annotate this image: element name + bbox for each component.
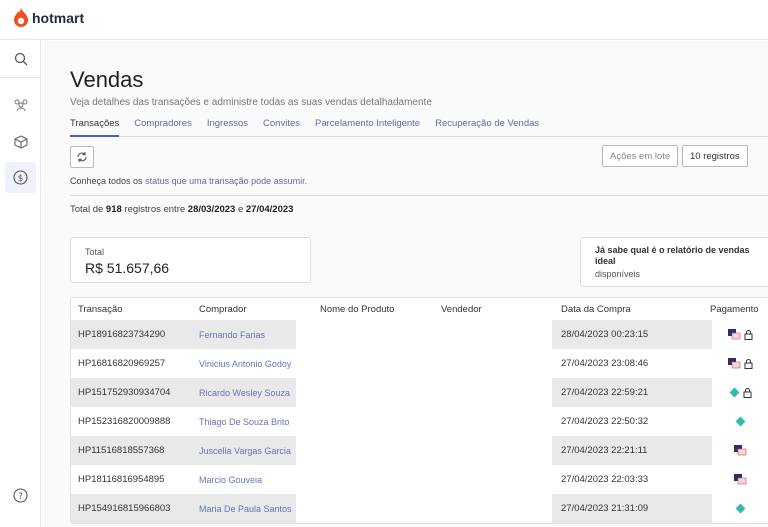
page-subtitle: Veja detalhes das transações e administr…	[70, 97, 432, 108]
purchase-date: 27/04/2023 22:50:32	[561, 416, 649, 427]
payment-method	[712, 407, 768, 436]
flame-icon	[14, 8, 28, 27]
credit-card-icon	[733, 445, 746, 456]
purchase-date: 27/04/2023 22:03:33	[561, 474, 649, 485]
refresh-button[interactable]	[70, 146, 94, 168]
top-bar: hotmart	[0, 0, 768, 40]
payment-method	[712, 320, 768, 349]
total-label: Total	[85, 247, 105, 257]
transaction-id[interactable]: HP18116816954895	[78, 474, 165, 485]
search-icon	[14, 52, 27, 65]
refresh-icon	[77, 152, 87, 162]
payment-method	[712, 465, 768, 494]
bulk-actions-button[interactable]: Ações em lote	[602, 145, 679, 167]
per-page-select[interactable]: 10 registros	[682, 145, 748, 167]
buyer-name[interactable]: Ricardo Wesley Souza	[192, 378, 296, 407]
status-link[interactable]: status que uma transação pode assumir.	[145, 176, 308, 186]
brand-name: hotmart	[32, 10, 85, 26]
payment-method	[712, 436, 768, 465]
table-row[interactable]: HP16816820969257 Vinicius Antonio Godoy …	[71, 349, 768, 378]
buyer-name[interactable]: Thiago De Souza Brito	[199, 416, 290, 427]
tab-convites[interactable]: Convites	[263, 118, 300, 129]
tab-ingressos[interactable]: Ingressos	[206, 118, 249, 129]
credit-card-icon	[733, 474, 746, 485]
header-comprador[interactable]: Comprador	[199, 303, 247, 315]
sidebar-item-products[interactable]	[5, 126, 36, 157]
header-produto[interactable]: Nome do Produto	[320, 303, 395, 315]
hotmart-logo[interactable]: hotmart	[13, 8, 84, 28]
tab-recuperacao[interactable]: Recuperação de Vendas	[435, 118, 540, 129]
pix-icon	[729, 387, 739, 398]
svg-text:?: ?	[18, 492, 23, 502]
total-card: Total R$ 51.657,66	[70, 237, 311, 283]
pix-icon	[735, 503, 745, 514]
header-pagamento[interactable]: Pagamento	[710, 303, 759, 315]
page-title: Vendas	[70, 67, 144, 92]
lock-icon	[743, 388, 751, 398]
payment-method	[712, 349, 768, 378]
transaction-id[interactable]: HP16816820969257	[78, 358, 166, 369]
sidebar-help[interactable]: ?	[5, 480, 36, 511]
purchase-date: 27/04/2023 23:08:46	[561, 358, 649, 369]
records-summary: Total de 918 registros entre 28/03/2023 …	[70, 204, 294, 215]
tab-compradores[interactable]: Compradores	[134, 118, 192, 129]
pix-icon	[735, 416, 745, 427]
main-content: Vendas Veja detalhes das transações e ad…	[42, 41, 768, 527]
payment-method	[712, 494, 768, 523]
transactions-table: Transação Comprador Nome do Produto Vend…	[70, 297, 768, 524]
tabs: Transações Compradores Ingressos Convite…	[70, 112, 768, 137]
box-icon	[13, 134, 28, 149]
table-body: HP18916823734290 Fernando Farias 28/04/2…	[71, 320, 768, 523]
table-row[interactable]: HP18116816954895 Marcio Gouveia 27/04/20…	[71, 465, 768, 494]
buyer-name[interactable]: Maria De Paula Santos	[192, 494, 296, 523]
payment-method	[712, 378, 768, 407]
sidebar: $ ?	[0, 40, 41, 527]
purchase-date: 27/04/2023 21:31:09	[552, 494, 712, 523]
sidebar-divider	[0, 77, 41, 78]
credit-card-icon	[727, 329, 740, 340]
total-value: R$ 51.657,66	[85, 260, 170, 276]
sidebar-search[interactable]	[3, 43, 38, 74]
credit-card-icon	[727, 358, 740, 369]
buyer-name[interactable]: Vinicius Antonio Godoy	[199, 358, 292, 369]
info-text: Conheça todos os	[70, 176, 146, 186]
promo-title: Já sabe qual é o relatório de vendas ide…	[595, 245, 750, 266]
dollar-icon: $	[13, 170, 28, 185]
tab-parcelamento[interactable]: Parcelamento Inteligente	[315, 118, 421, 129]
purchase-date: 27/04/2023 22:21:11	[552, 436, 712, 465]
tab-transacoes[interactable]: Transações	[70, 112, 120, 137]
table-row[interactable]: HP18916823734290 Fernando Farias 28/04/2…	[71, 320, 768, 349]
header-transacao[interactable]: Transação	[78, 303, 123, 315]
buyer-name[interactable]: Fernando Farias	[192, 320, 296, 349]
promo-text: disponíveis	[595, 269, 641, 279]
report-promo-card[interactable]: Já sabe qual é o relatório de vendas ide…	[580, 237, 768, 287]
lock-icon	[744, 359, 752, 369]
table-header: Transação Comprador Nome do Produto Vend…	[71, 298, 768, 320]
table-row[interactable]: HP11516818557368 Juscelia Vargas Garcia …	[71, 436, 768, 465]
sidebar-item-sales[interactable]: $	[5, 162, 36, 193]
svg-text:$: $	[18, 174, 24, 184]
table-row[interactable]: HP151752930934704 Ricardo Wesley Souza 2…	[71, 378, 768, 407]
purchase-date: 27/04/2023 22:59:21	[552, 378, 712, 407]
lock-icon	[744, 330, 752, 340]
help-icon: ?	[13, 488, 28, 503]
divider	[70, 195, 768, 196]
status-info: Conheça todos os status que uma transaçã…	[70, 176, 307, 186]
table-row[interactable]: HP152316820009888 Thiago De Souza Brito …	[71, 407, 768, 436]
table-row[interactable]: HP154916815966803 Maria De Paula Santos …	[71, 494, 768, 523]
sidebar-item-buyers[interactable]	[5, 89, 36, 120]
purchase-date: 28/04/2023 00:23:15	[552, 320, 712, 349]
users-icon	[14, 99, 27, 111]
header-data[interactable]: Data da Compra	[561, 303, 631, 315]
transaction-id[interactable]: HP152316820009888	[78, 416, 171, 427]
header-vendedor[interactable]: Vendedor	[441, 303, 482, 315]
buyer-name[interactable]: Juscelia Vargas Garcia	[192, 436, 296, 465]
buyer-name[interactable]: Marcio Gouveia	[199, 474, 263, 485]
